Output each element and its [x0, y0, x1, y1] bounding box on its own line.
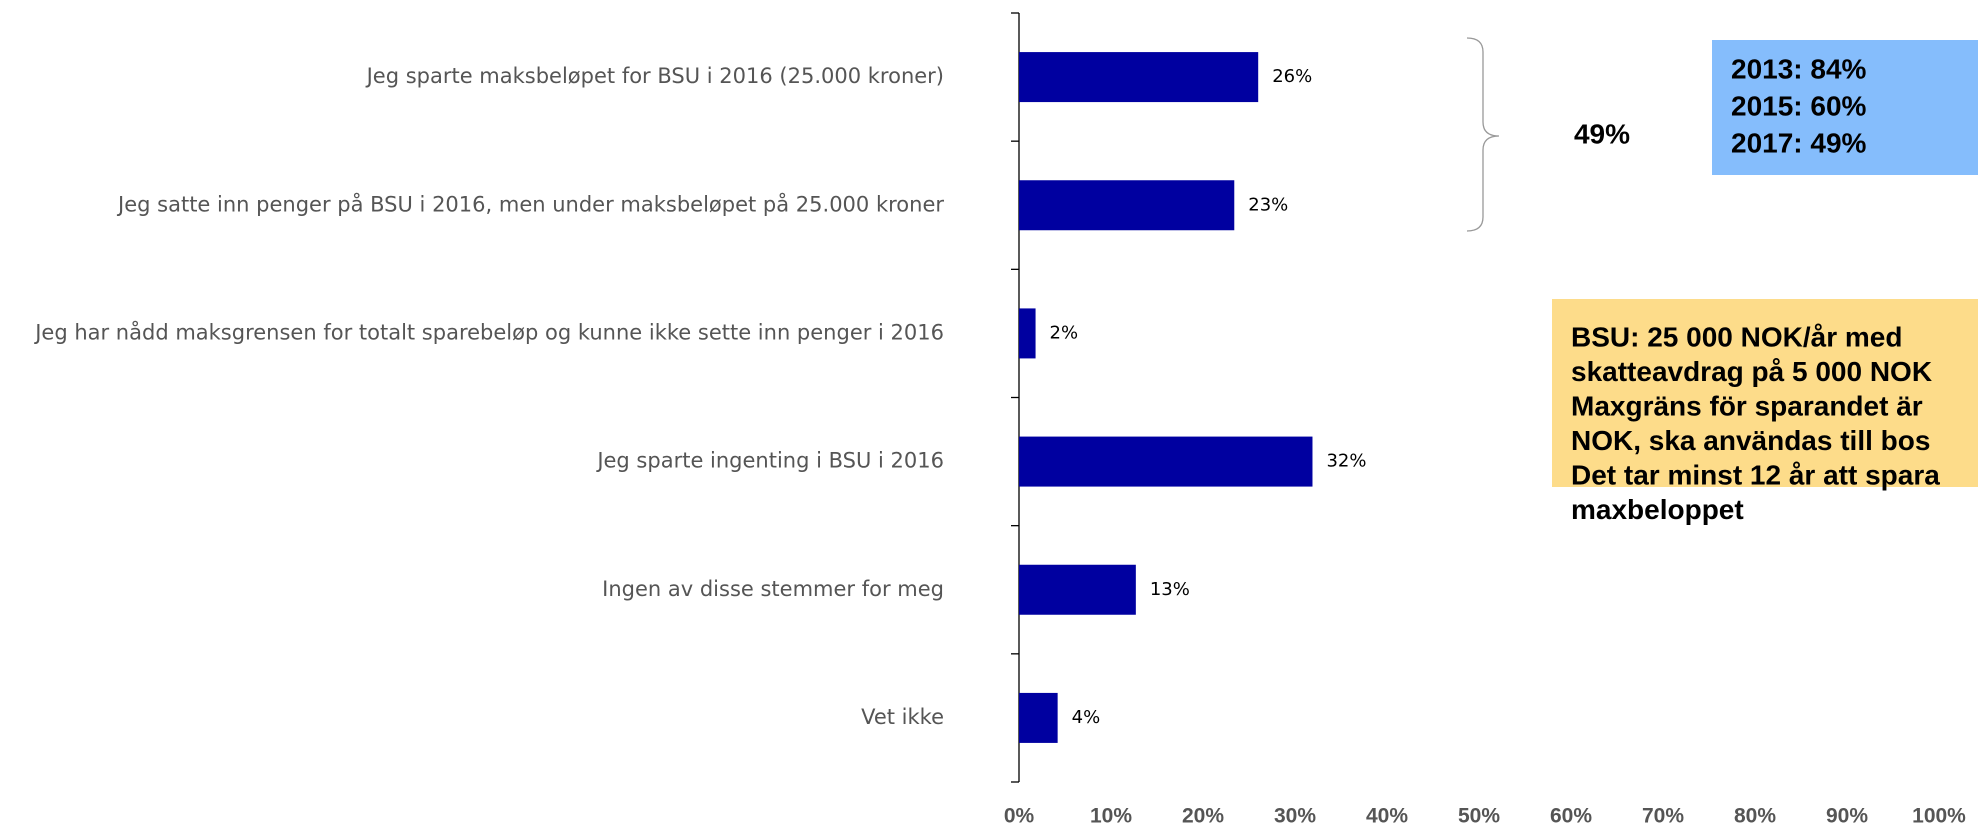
value-label: 23%: [1248, 194, 1288, 215]
value-label: 32%: [1326, 451, 1366, 472]
x-tick-label: 100%: [1912, 805, 1966, 828]
note-line: Maxgräns för sparandet är: [1571, 390, 1923, 421]
bar: [1019, 436, 1313, 487]
bar: [1019, 692, 1058, 743]
x-tick-label: 80%: [1734, 805, 1776, 828]
category-label: Jeg har nådd maksgrensen for totalt spar…: [33, 319, 944, 344]
x-tick-label: 70%: [1642, 805, 1684, 828]
x-tick-label: 40%: [1366, 805, 1408, 828]
note-box: [1552, 299, 1978, 487]
history-line: 2017: 49%: [1731, 127, 1867, 158]
value-label: 2%: [1050, 322, 1079, 343]
brace-label: 49%: [1574, 118, 1630, 149]
category-label: Jeg satte inn penger på BSU i 2016, men …: [116, 191, 944, 216]
bar: [1019, 52, 1259, 103]
value-label: 4%: [1072, 707, 1101, 728]
note-line: skatteavdrag på 5 000 NOK: [1571, 356, 1932, 387]
x-tick-label: 10%: [1090, 805, 1132, 828]
category-label: Ingen av disse stemmer for meg: [602, 577, 944, 601]
note-line: Det tar minst 12 år att spara: [1571, 459, 1940, 490]
brace: [1466, 37, 1500, 232]
value-label: 13%: [1150, 579, 1190, 600]
category-label: Jeg sparte maksbeløpet for BSU i 2016 (2…: [365, 64, 944, 88]
category-label: Jeg sparte ingenting i BSU i 2016: [595, 449, 944, 473]
bar: [1019, 564, 1136, 615]
category-label: Vet ikke: [861, 705, 944, 729]
x-tick-label: 30%: [1274, 805, 1316, 828]
x-tick-label: 90%: [1826, 805, 1868, 828]
x-tick-label: 20%: [1182, 805, 1224, 828]
value-label: 26%: [1272, 66, 1312, 87]
note-line: BSU: 25 000 NOK/år med: [1571, 321, 1902, 352]
note-line: NOK, ska användas till bos: [1571, 425, 1930, 456]
bar: [1019, 308, 1036, 359]
x-tick-label: 50%: [1458, 805, 1500, 828]
history-line: 2013: 84%: [1731, 53, 1867, 84]
bar: [1019, 180, 1235, 231]
history-box: [1712, 40, 1978, 175]
note-line: maxbeloppet: [1571, 494, 1744, 525]
x-tick-label: 60%: [1550, 805, 1592, 828]
history-line: 2015: 60%: [1731, 90, 1867, 121]
x-tick-label: 0%: [1004, 805, 1035, 828]
